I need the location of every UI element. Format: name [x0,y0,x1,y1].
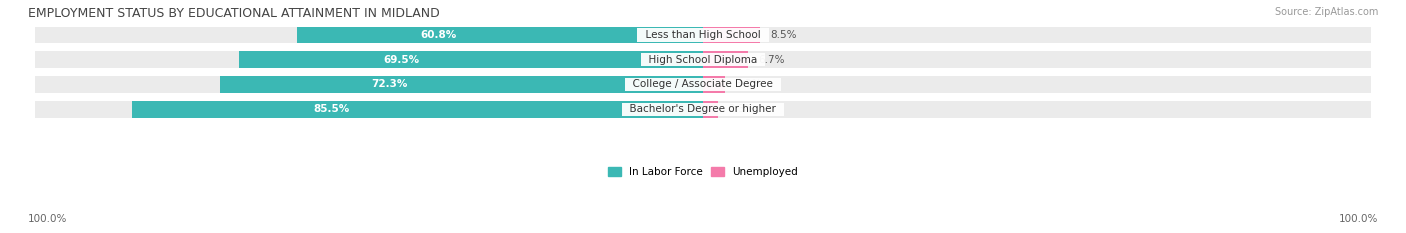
Bar [132,101,703,118]
Text: 8.5%: 8.5% [770,30,796,40]
Bar [703,76,1371,93]
Text: Source: ZipAtlas.com: Source: ZipAtlas.com [1274,7,1378,17]
Bar [703,101,718,118]
Bar [703,51,748,68]
Text: 85.5%: 85.5% [314,104,350,114]
Text: College / Associate Degree: College / Associate Degree [626,79,780,89]
Bar [219,76,703,93]
Bar [35,51,703,68]
Bar [703,76,725,93]
Bar [703,101,1371,118]
Bar [35,101,703,118]
Text: 6.7%: 6.7% [758,55,785,65]
Text: 100.0%: 100.0% [28,214,67,224]
Text: Bachelor's Degree or higher: Bachelor's Degree or higher [623,104,783,114]
Text: 2.3%: 2.3% [728,104,755,114]
Bar [297,27,703,43]
Bar [703,51,1371,68]
Text: 60.8%: 60.8% [420,30,457,40]
Bar [35,76,703,93]
Text: 100.0%: 100.0% [1339,214,1378,224]
Text: 69.5%: 69.5% [382,55,419,65]
Bar [35,27,703,43]
Legend: In Labor Force, Unemployed: In Labor Force, Unemployed [605,163,801,181]
Text: 72.3%: 72.3% [371,79,408,89]
Bar [703,27,759,43]
Text: EMPLOYMENT STATUS BY EDUCATIONAL ATTAINMENT IN MIDLAND: EMPLOYMENT STATUS BY EDUCATIONAL ATTAINM… [28,7,440,20]
Text: High School Diploma: High School Diploma [643,55,763,65]
Bar [239,51,703,68]
Bar [703,27,1371,43]
Text: 3.3%: 3.3% [735,79,762,89]
Text: Less than High School: Less than High School [638,30,768,40]
